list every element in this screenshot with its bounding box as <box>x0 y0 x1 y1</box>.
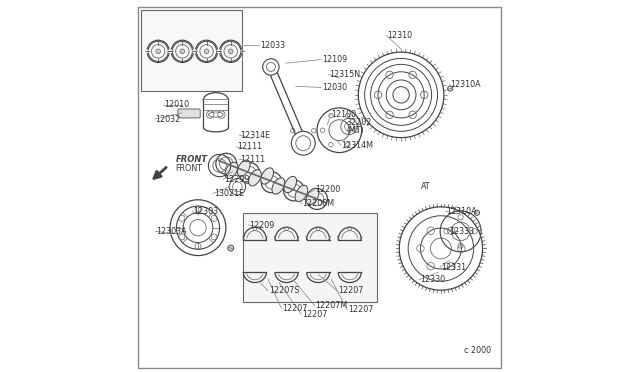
Ellipse shape <box>261 168 273 184</box>
Text: 12314E: 12314E <box>240 131 270 140</box>
Ellipse shape <box>295 185 308 202</box>
Circle shape <box>228 245 234 251</box>
Text: 12207S: 12207S <box>269 286 299 295</box>
Text: 12315N: 12315N <box>330 70 360 79</box>
Ellipse shape <box>284 176 296 193</box>
Text: 12208M: 12208M <box>302 199 334 208</box>
FancyBboxPatch shape <box>178 109 200 118</box>
Ellipse shape <box>225 162 238 179</box>
FancyBboxPatch shape <box>243 213 378 302</box>
Text: 12109: 12109 <box>322 55 347 64</box>
Text: 12207M: 12207M <box>316 301 348 310</box>
Text: AT: AT <box>420 182 430 191</box>
Text: 12030: 12030 <box>322 83 347 92</box>
Text: 12032: 12032 <box>156 115 181 124</box>
Circle shape <box>204 49 209 54</box>
Text: 12207: 12207 <box>302 310 328 319</box>
Text: 12207: 12207 <box>282 304 307 312</box>
Text: FRONT: FRONT <box>175 164 203 173</box>
FancyBboxPatch shape <box>138 7 501 368</box>
Text: 12207: 12207 <box>338 286 364 295</box>
Text: 12314M: 12314M <box>342 141 374 150</box>
Ellipse shape <box>237 160 250 176</box>
Text: 12111: 12111 <box>240 155 265 164</box>
Text: 12111: 12111 <box>237 142 262 151</box>
Text: 12200: 12200 <box>316 185 340 194</box>
Circle shape <box>474 210 479 215</box>
Text: 12033: 12033 <box>260 41 285 50</box>
Text: (MT): (MT) <box>346 126 364 135</box>
Text: 12207: 12207 <box>348 305 373 314</box>
Text: 12299: 12299 <box>224 175 250 184</box>
Circle shape <box>228 49 233 54</box>
Text: 12209: 12209 <box>250 221 275 230</box>
Text: 12310A: 12310A <box>450 80 481 89</box>
Circle shape <box>180 49 185 54</box>
Circle shape <box>156 49 161 54</box>
Circle shape <box>447 86 453 91</box>
Text: 12330: 12330 <box>420 275 445 284</box>
Ellipse shape <box>272 178 285 194</box>
Text: 12331: 12331 <box>441 263 466 272</box>
Ellipse shape <box>248 170 261 186</box>
Text: 12310A: 12310A <box>447 207 477 216</box>
Text: 13021E: 13021E <box>214 189 244 198</box>
Text: 12333: 12333 <box>449 227 475 236</box>
FancyBboxPatch shape <box>141 10 242 91</box>
Text: 12100: 12100 <box>331 110 356 119</box>
Text: 12310: 12310 <box>387 31 412 40</box>
Text: c 2000: c 2000 <box>465 346 492 355</box>
Ellipse shape <box>306 188 319 205</box>
Text: 32202: 32202 <box>346 118 371 126</box>
Text: 12010: 12010 <box>164 100 189 109</box>
Text: 12303: 12303 <box>193 207 218 216</box>
Text: FRONT: FRONT <box>175 155 208 164</box>
Text: 12303A: 12303A <box>156 227 187 236</box>
